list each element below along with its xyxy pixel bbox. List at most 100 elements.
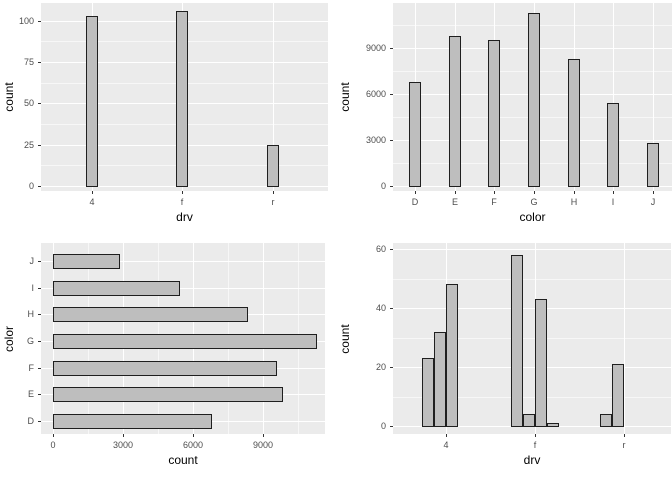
x-tick-label: G bbox=[530, 197, 538, 207]
x-tick-label: f bbox=[180, 197, 184, 207]
gridline-major bbox=[494, 3, 495, 191]
x-tick-label: f bbox=[533, 440, 537, 450]
y-tick-label: D bbox=[27, 416, 35, 426]
gridline-major bbox=[393, 94, 672, 95]
y-tick-label: 0 bbox=[380, 181, 386, 191]
x-tick-label: J bbox=[650, 197, 656, 207]
gridline-major bbox=[182, 3, 183, 191]
bar bbox=[53, 253, 120, 269]
x-axis-tick-mark bbox=[494, 191, 495, 194]
y-tick-label: I bbox=[31, 283, 34, 293]
x-tick-label: r bbox=[622, 440, 626, 450]
x-tick-label: r bbox=[271, 197, 275, 207]
bar bbox=[434, 332, 446, 427]
y-axis-tick-mark bbox=[390, 48, 393, 49]
x-axis-tick-mark bbox=[446, 434, 447, 437]
y-tick-label: 40 bbox=[375, 303, 386, 313]
gridline-major bbox=[41, 62, 328, 63]
gridline-minor bbox=[158, 243, 159, 434]
y-tick-label: 75 bbox=[23, 57, 34, 67]
gridline-major bbox=[393, 140, 672, 141]
y-tick-label: 20 bbox=[375, 362, 386, 372]
y-axis-tick-mark bbox=[38, 186, 41, 187]
gridline-major bbox=[574, 3, 575, 191]
gridline-major bbox=[41, 21, 328, 22]
x-tick-label: F bbox=[491, 197, 497, 207]
gridline-major bbox=[41, 341, 325, 342]
y-axis-title: color bbox=[2, 325, 16, 352]
gridline-major bbox=[193, 243, 194, 434]
gridline-minor bbox=[298, 243, 299, 434]
y-tick-label: J bbox=[29, 256, 35, 266]
gridline-major bbox=[41, 368, 325, 369]
gridline-minor bbox=[88, 243, 89, 434]
y-axis-tick-mark bbox=[390, 308, 393, 309]
gridline-major bbox=[393, 249, 671, 250]
bar bbox=[53, 280, 180, 296]
x-axis-tick-mark bbox=[273, 191, 274, 194]
gridline-major bbox=[41, 314, 325, 315]
y-tick-label: 6000 bbox=[365, 89, 386, 99]
gridline-major bbox=[446, 243, 447, 434]
gridline-major bbox=[455, 3, 456, 191]
gridline-minor bbox=[41, 165, 328, 166]
bar bbox=[612, 364, 624, 427]
y-tick-label: 9000 bbox=[365, 43, 386, 53]
x-axis-tick-mark bbox=[193, 434, 194, 437]
gridline-major bbox=[41, 145, 328, 146]
bar bbox=[523, 414, 535, 427]
chart-top-left-drv-count: 4 f r 0 25 50 75 100 drv count bbox=[0, 0, 336, 240]
y-axis-tick-mark bbox=[38, 368, 41, 369]
gridline-major bbox=[393, 426, 671, 427]
gridline-minor bbox=[41, 124, 328, 125]
x-tick-label: I bbox=[611, 197, 615, 207]
y-tick-label: G bbox=[26, 336, 34, 346]
gridline-major bbox=[534, 3, 535, 191]
y-axis-title: count bbox=[2, 82, 16, 112]
gridline-minor bbox=[393, 117, 672, 118]
bar bbox=[53, 386, 283, 402]
gridline-minor bbox=[393, 338, 671, 339]
x-axis-tick-mark bbox=[574, 191, 575, 194]
y-axis-tick-mark bbox=[390, 140, 393, 141]
y-axis-tick-mark bbox=[390, 249, 393, 250]
x-axis-title: drv bbox=[176, 210, 193, 224]
y-tick-label: 0 bbox=[380, 421, 386, 431]
bar bbox=[53, 413, 212, 429]
y-axis-tick-mark bbox=[38, 145, 41, 146]
bar bbox=[86, 16, 98, 187]
bar bbox=[449, 36, 461, 187]
bar bbox=[422, 358, 434, 427]
plot-panel bbox=[41, 243, 325, 434]
x-axis-tick-mark bbox=[123, 434, 124, 437]
y-axis-tick-mark bbox=[390, 186, 393, 187]
x-tick-label: 4 bbox=[443, 440, 449, 450]
gridline-minor bbox=[393, 397, 671, 398]
x-axis-title: color bbox=[519, 210, 546, 224]
y-axis-tick-mark bbox=[38, 261, 41, 262]
gridline-major bbox=[415, 3, 416, 191]
bar bbox=[488, 40, 500, 187]
y-tick-label: 50 bbox=[23, 98, 34, 108]
gridline-major bbox=[263, 243, 264, 434]
gridline-major bbox=[393, 367, 671, 368]
x-axis-tick-mark bbox=[263, 434, 264, 437]
bar bbox=[511, 255, 523, 427]
y-axis-tick-mark bbox=[38, 288, 41, 289]
bar bbox=[600, 414, 612, 427]
plot-panel bbox=[393, 243, 671, 434]
bar bbox=[53, 360, 277, 376]
bar bbox=[647, 143, 659, 187]
gridline-major bbox=[41, 103, 328, 104]
y-axis-title: count bbox=[338, 323, 352, 354]
gridline-major bbox=[613, 3, 614, 191]
gridline-major bbox=[92, 3, 93, 191]
y-axis-tick-mark bbox=[390, 426, 393, 427]
y-tick-label: E bbox=[27, 389, 34, 399]
plot-panel bbox=[41, 3, 328, 191]
bar bbox=[547, 423, 559, 427]
x-axis-tick-mark bbox=[455, 191, 456, 194]
x-axis-tick-mark bbox=[624, 434, 625, 437]
y-axis-tick-mark bbox=[38, 394, 41, 395]
